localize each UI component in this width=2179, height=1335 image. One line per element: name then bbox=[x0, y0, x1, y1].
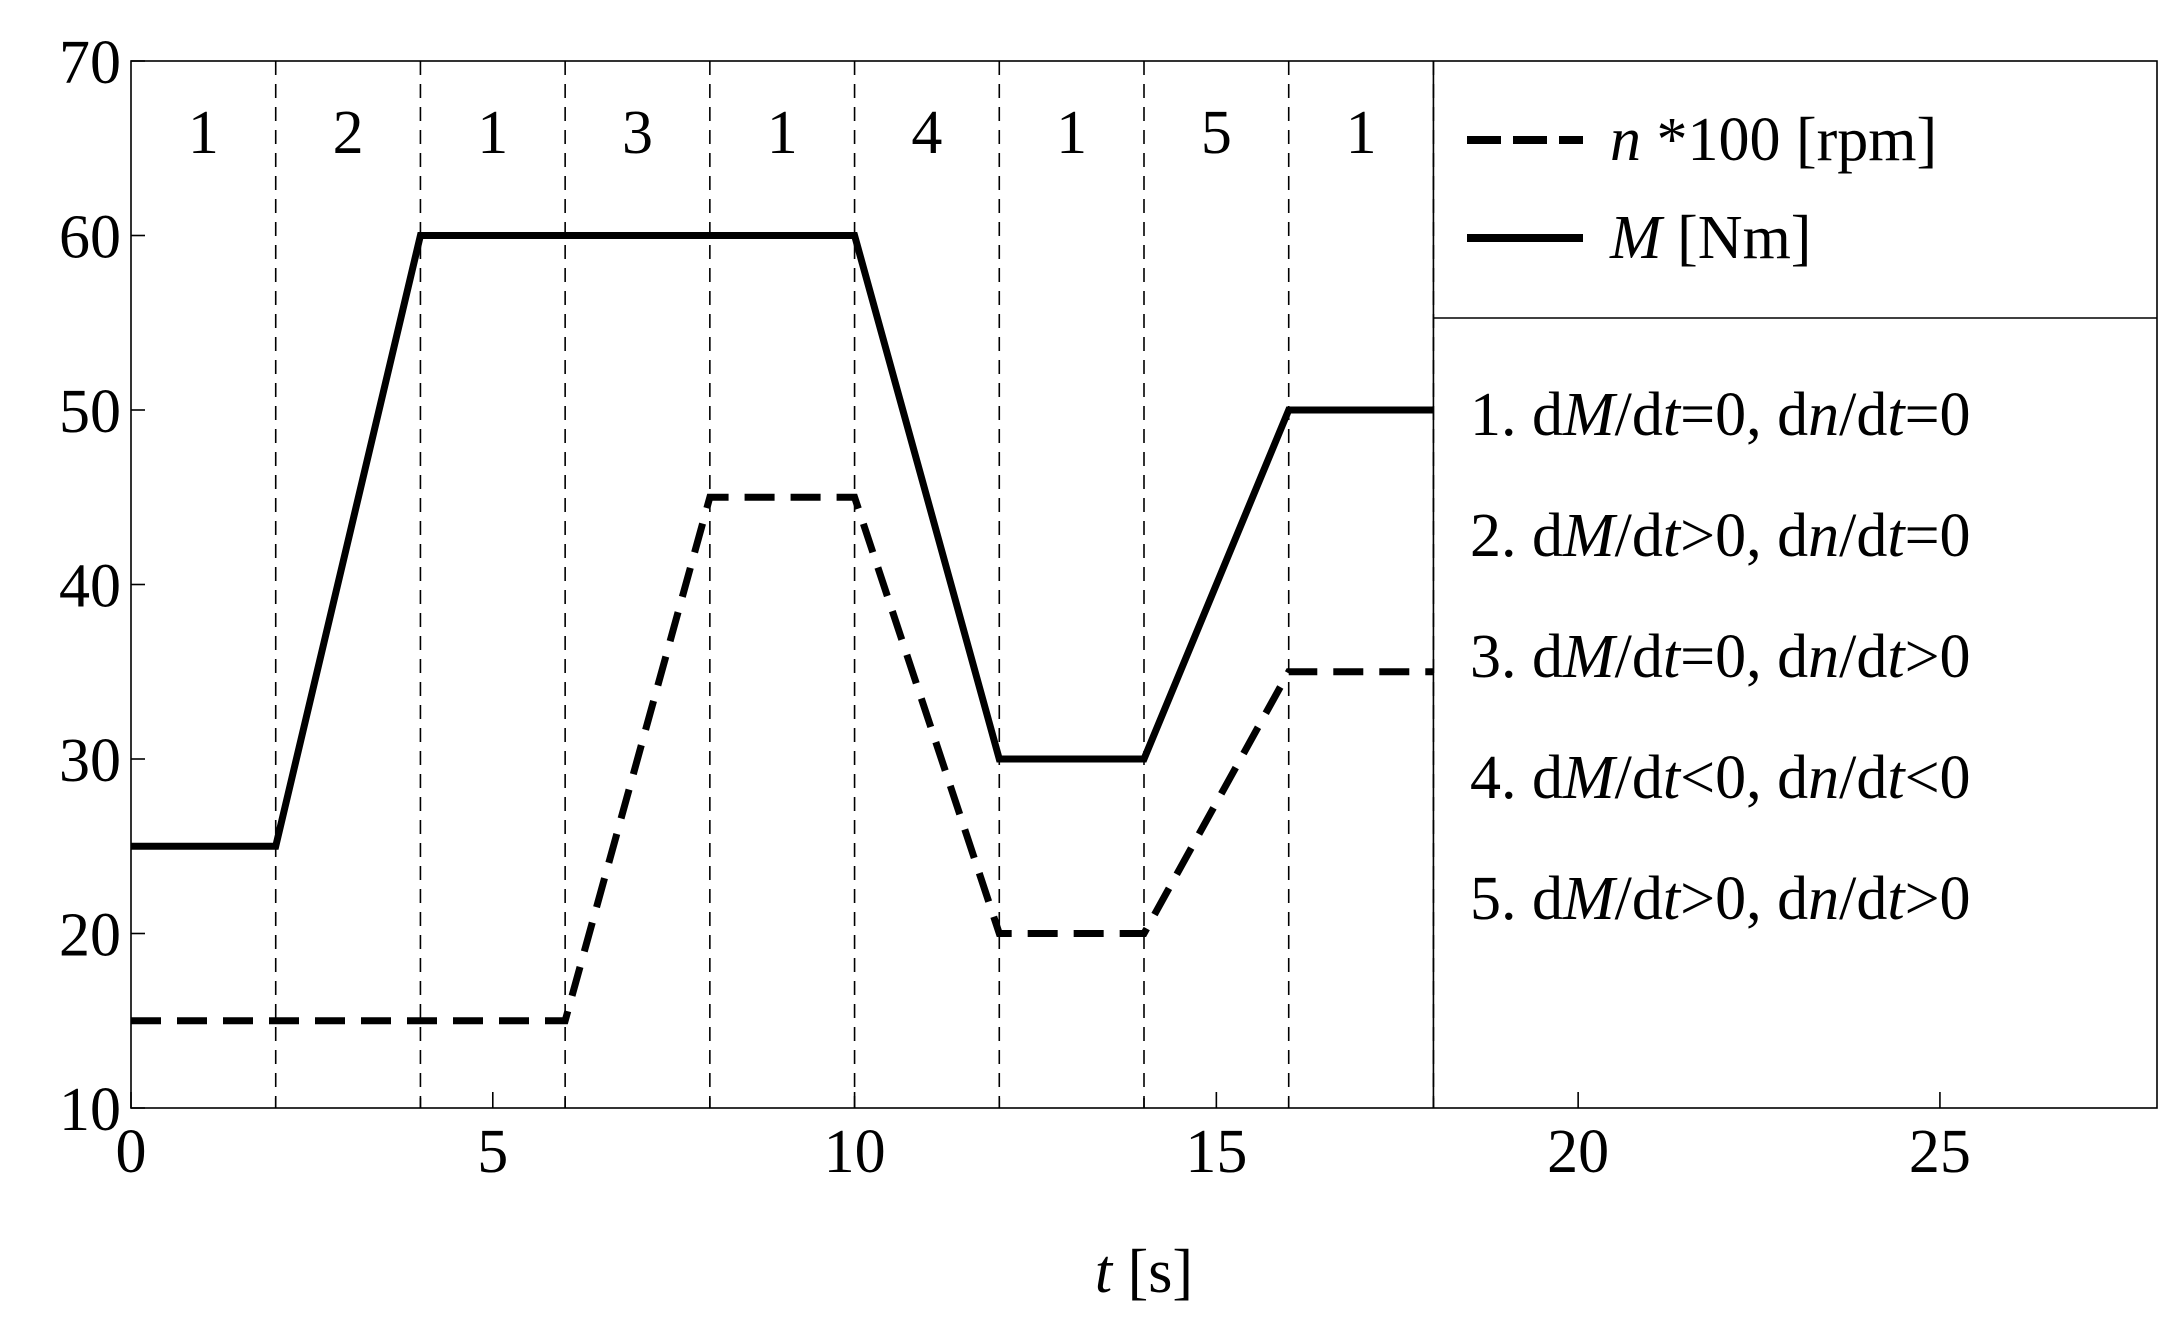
phase-labels: 1 2 1 3 1 4 1 5 1 bbox=[188, 99, 1377, 167]
condition-list: 1. dM/dt=0, dn/dt=02. dM/dt>0, dn/dt=03.… bbox=[1470, 381, 1971, 933]
italic-text: M bbox=[1562, 865, 1618, 933]
italic-text: t bbox=[1663, 744, 1682, 812]
italic-text: t bbox=[1887, 623, 1906, 691]
phase-label: 1 bbox=[1346, 99, 1377, 167]
italic-text: M bbox=[1562, 744, 1618, 812]
text-run: /d bbox=[1615, 865, 1663, 933]
text-run: 3. d bbox=[1470, 623, 1563, 691]
italic-text: t bbox=[1663, 865, 1682, 933]
text-run: =0, d bbox=[1680, 381, 1808, 449]
italic-text: n bbox=[1808, 502, 1839, 570]
italic-text: M bbox=[1562, 502, 1618, 570]
italic-text: n bbox=[1610, 106, 1641, 174]
text-run: =0, d bbox=[1680, 623, 1808, 691]
legend: n *100 [rpm] M [Nm] bbox=[1467, 106, 1937, 272]
text-run: 1. d bbox=[1470, 381, 1563, 449]
y-tick-label: 40 bbox=[59, 553, 121, 621]
text-run: 4. d bbox=[1470, 744, 1563, 812]
legend-label-M: M [Nm] bbox=[1609, 204, 1811, 272]
text-run: >0, d bbox=[1680, 502, 1808, 570]
phase-label: 3 bbox=[622, 99, 653, 167]
x-tick-label: 20 bbox=[1547, 1118, 1609, 1186]
italic-text: t bbox=[1663, 502, 1682, 570]
series-layer bbox=[131, 232, 1434, 1025]
condition-item: 5. dM/dt>0, dn/dt>0 bbox=[1470, 865, 1971, 933]
condition-item: 1. dM/dt=0, dn/dt=0 bbox=[1470, 381, 1971, 449]
text-run: <0, d bbox=[1680, 744, 1808, 812]
italic-text: t bbox=[1663, 381, 1682, 449]
x-axis-title: t [s] bbox=[1095, 1238, 1193, 1306]
text-run: /d bbox=[1839, 744, 1887, 812]
y-tick-label: 60 bbox=[59, 204, 121, 272]
phase-label: 1 bbox=[188, 99, 219, 167]
series-line-M bbox=[131, 232, 1434, 850]
italic-text: n bbox=[1808, 381, 1839, 449]
x-tick-label: 5 bbox=[477, 1118, 508, 1186]
phase-label: 1 bbox=[1056, 99, 1087, 167]
text-run: /d bbox=[1839, 865, 1887, 933]
phase-grid bbox=[274, 61, 1435, 1108]
italic-text: n bbox=[1808, 744, 1839, 812]
x-tick-label: 25 bbox=[1909, 1118, 1971, 1186]
phase-label: 4 bbox=[911, 99, 942, 167]
text-run: <0 bbox=[1905, 744, 1971, 812]
text-run: /d bbox=[1615, 502, 1663, 570]
text-run: =0 bbox=[1905, 502, 1971, 570]
italic-text: t bbox=[1663, 623, 1682, 691]
text-run: /d bbox=[1839, 502, 1887, 570]
x-tick-label: 0 bbox=[116, 1118, 147, 1186]
series-line-n bbox=[131, 493, 1434, 1025]
legend-label-n: n *100 [rpm] bbox=[1610, 106, 1937, 174]
condition-item: 4. dM/dt<0, dn/dt<0 bbox=[1470, 744, 1971, 812]
y-tick-label: 50 bbox=[59, 378, 121, 446]
italic-text: n bbox=[1808, 623, 1839, 691]
x-axis-label: t [s] bbox=[1095, 1238, 1193, 1306]
text-run: [s] bbox=[1112, 1238, 1193, 1306]
text-run: /d bbox=[1839, 381, 1887, 449]
italic-text: t bbox=[1887, 381, 1906, 449]
italic-text: M bbox=[1562, 381, 1618, 449]
text-run: *100 [rpm] bbox=[1641, 106, 1937, 174]
italic-text: M bbox=[1562, 623, 1618, 691]
y-tick-label: 30 bbox=[59, 727, 121, 795]
phase-label: 2 bbox=[333, 99, 364, 167]
y-tick-label: 70 bbox=[59, 29, 121, 97]
text-run: [Nm] bbox=[1662, 204, 1812, 272]
text-run: /d bbox=[1615, 744, 1663, 812]
text-run: 2. d bbox=[1470, 502, 1563, 570]
condition-item: 3. dM/dt=0, dn/dt>0 bbox=[1470, 623, 1971, 691]
y-tick-label: 20 bbox=[59, 902, 121, 970]
italic-text: t bbox=[1887, 744, 1906, 812]
italic-text: n bbox=[1808, 865, 1839, 933]
italic-text: t bbox=[1887, 502, 1906, 570]
text-run: >0, d bbox=[1680, 865, 1808, 933]
text-run: /d bbox=[1615, 623, 1663, 691]
x-tick-label: 10 bbox=[824, 1118, 886, 1186]
text-run: /d bbox=[1615, 381, 1663, 449]
text-run: /d bbox=[1839, 623, 1887, 691]
y-tick-label: 10 bbox=[59, 1076, 121, 1144]
x-tick-label: 15 bbox=[1185, 1118, 1247, 1186]
italic-text: M bbox=[1609, 204, 1665, 272]
phase-label: 5 bbox=[1201, 99, 1232, 167]
phase-label: 1 bbox=[767, 99, 798, 167]
phase-label: 1 bbox=[477, 99, 508, 167]
condition-item: 2. dM/dt>0, dn/dt=0 bbox=[1470, 502, 1971, 570]
plot-border bbox=[130, 60, 2158, 1109]
text-run: >0 bbox=[1905, 623, 1971, 691]
text-run: =0 bbox=[1905, 381, 1971, 449]
text-run: >0 bbox=[1905, 865, 1971, 933]
italic-text: t bbox=[1887, 865, 1906, 933]
italic-text: t bbox=[1095, 1238, 1114, 1306]
plot-frame bbox=[130, 60, 2158, 1109]
text-run: 5. d bbox=[1470, 865, 1563, 933]
